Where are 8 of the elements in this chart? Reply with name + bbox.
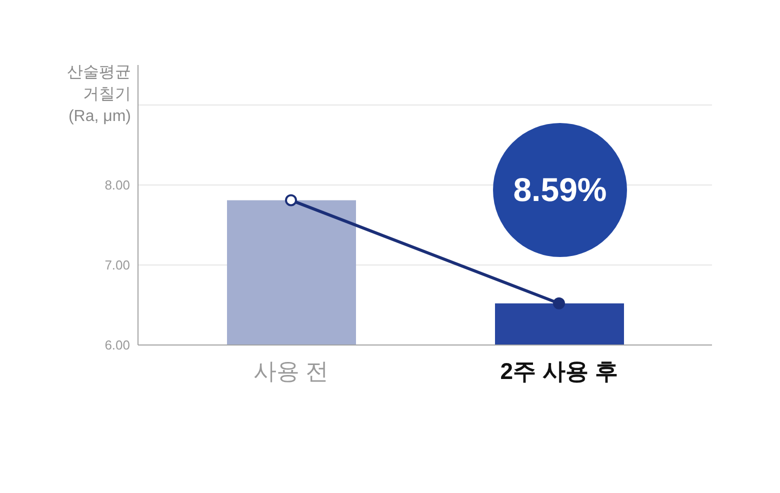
x-tick-label: 2주 사용 후 (500, 358, 618, 384)
y-tick-label: 6.00 (104, 338, 130, 353)
y-axis-title: 산술평균 거칠기 (Ra, μm) (67, 63, 131, 127)
circle-badge: 8.59% (493, 123, 627, 257)
y-tick-label: 8.00 (104, 178, 130, 193)
x-tick-label: 사용 전 (253, 358, 329, 384)
y-tick-label: 7.00 (104, 258, 130, 273)
annotation: 8.59% (513, 171, 607, 209)
